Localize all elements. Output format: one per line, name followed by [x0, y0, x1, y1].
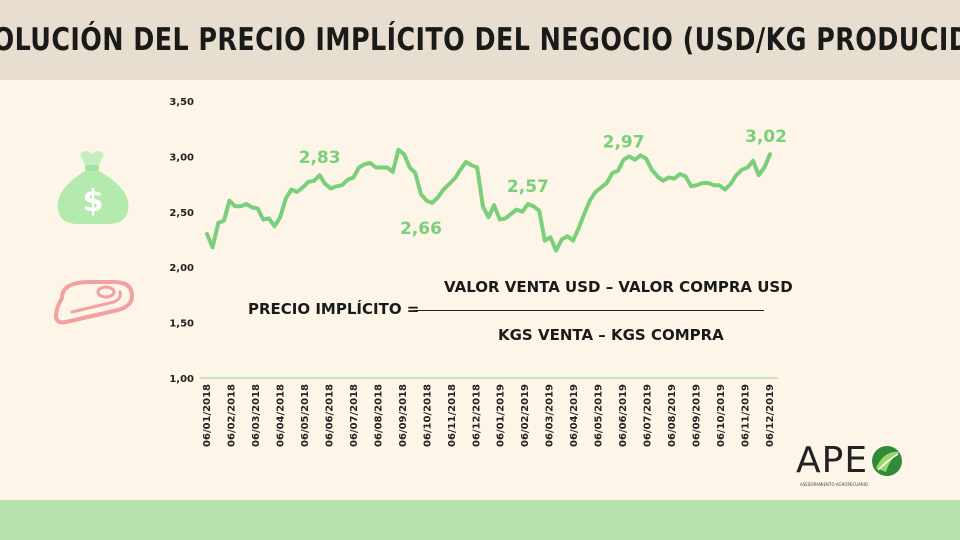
y-tick-label: 3,50	[169, 97, 194, 108]
data-label: 2,66	[400, 219, 442, 239]
x-tick-label: 06/10/2019	[716, 384, 727, 447]
x-tick-label: 06/04/2018	[275, 384, 286, 447]
x-tick-label: 06/08/2018	[373, 384, 384, 447]
data-label: 2,57	[507, 177, 549, 197]
title-bar: EVOLUCIÓN DEL PRECIO IMPLÍCITO DEL NEGOC…	[0, 0, 960, 80]
formula-divider	[414, 310, 764, 311]
x-tick-label: 06/10/2018	[422, 384, 433, 447]
data-label: 2,83	[299, 148, 341, 168]
x-tick-label: 06/04/2019	[569, 384, 580, 447]
x-tick-label: 06/01/2018	[202, 384, 213, 447]
y-tick-label: 3,00	[169, 152, 194, 163]
money-bag-icon: $	[57, 151, 129, 224]
footer-bar	[0, 500, 960, 540]
y-tick-label: 2,50	[169, 208, 194, 219]
data-label: 2,97	[603, 133, 645, 153]
x-tick-label: 06/03/2019	[545, 384, 556, 447]
x-tick-label: 06/02/2018	[226, 384, 237, 447]
logo-leaf-icon	[872, 446, 902, 476]
x-tick-label: 06/05/2018	[300, 384, 311, 447]
x-tick-label: 06/03/2018	[251, 384, 262, 447]
x-tick-label: 06/12/2018	[471, 384, 482, 447]
x-tick-label: 06/07/2018	[349, 384, 360, 447]
ape-logo: APE ASESORAMIENTO AGROPECUARIO	[796, 440, 916, 496]
x-tick-label: 06/05/2019	[594, 384, 605, 447]
y-tick-label: 1,50	[169, 319, 194, 330]
x-tick-label: 06/08/2019	[667, 384, 678, 447]
x-tick-label: 06/09/2019	[692, 384, 703, 447]
x-tick-label: 06/01/2019	[496, 384, 507, 447]
formula-lhs: PRECIO IMPLÍCITO =	[248, 300, 420, 318]
data-label: 3,02	[745, 127, 787, 147]
x-tick-label: 06/12/2019	[765, 384, 776, 447]
x-tick-label: 06/02/2019	[520, 384, 531, 447]
logo-subtitle: ASESORAMIENTO AGROPECUARIO	[800, 482, 869, 487]
y-tick-label: 2,00	[169, 263, 194, 274]
x-tick-label: 06/07/2019	[643, 384, 654, 447]
x-tick-label: 06/06/2018	[324, 384, 335, 447]
x-tick-label: 06/11/2018	[447, 384, 458, 447]
y-tick-label: 1,00	[169, 374, 194, 385]
x-tick-label: 06/11/2019	[741, 384, 752, 447]
formula-denominator: KGS VENTA – KGS COMPRA	[498, 326, 724, 344]
series-line	[205, 147, 772, 253]
formula-numerator: VALOR VENTA USD – VALOR COMPRA USD	[444, 278, 793, 296]
page-title: EVOLUCIÓN DEL PRECIO IMPLÍCITO DEL NEGOC…	[0, 22, 960, 58]
steak-icon	[54, 280, 134, 325]
svg-text:$: $	[83, 184, 104, 219]
x-tick-label: 06/06/2019	[618, 384, 629, 447]
x-tick-label: 06/09/2018	[398, 384, 409, 447]
logo-text: APE	[796, 440, 869, 481]
